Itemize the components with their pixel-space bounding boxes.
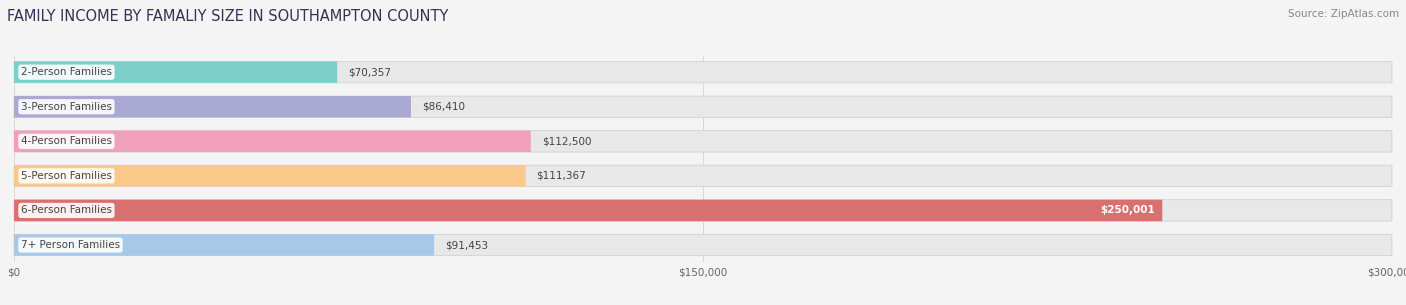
Text: 6-Person Families: 6-Person Families	[21, 206, 112, 215]
FancyBboxPatch shape	[14, 200, 1392, 221]
Text: 2-Person Families: 2-Person Families	[21, 67, 112, 77]
FancyBboxPatch shape	[14, 62, 1392, 83]
Text: $250,001: $250,001	[1101, 206, 1156, 215]
Text: FAMILY INCOME BY FAMALIY SIZE IN SOUTHAMPTON COUNTY: FAMILY INCOME BY FAMALIY SIZE IN SOUTHAM…	[7, 9, 449, 24]
FancyBboxPatch shape	[14, 131, 531, 152]
Text: $86,410: $86,410	[422, 102, 465, 112]
Text: 4-Person Families: 4-Person Families	[21, 136, 112, 146]
Text: $112,500: $112,500	[541, 136, 592, 146]
FancyBboxPatch shape	[14, 96, 1392, 117]
Text: 7+ Person Families: 7+ Person Families	[21, 240, 120, 250]
FancyBboxPatch shape	[14, 234, 1392, 256]
FancyBboxPatch shape	[14, 131, 1392, 152]
Text: 3-Person Families: 3-Person Families	[21, 102, 112, 112]
Text: $111,367: $111,367	[537, 171, 586, 181]
FancyBboxPatch shape	[14, 96, 411, 117]
Text: $91,453: $91,453	[446, 240, 488, 250]
FancyBboxPatch shape	[14, 62, 337, 83]
FancyBboxPatch shape	[14, 200, 1163, 221]
FancyBboxPatch shape	[14, 165, 526, 187]
Text: 5-Person Families: 5-Person Families	[21, 171, 112, 181]
Text: $70,357: $70,357	[349, 67, 391, 77]
FancyBboxPatch shape	[14, 234, 434, 256]
Text: Source: ZipAtlas.com: Source: ZipAtlas.com	[1288, 9, 1399, 19]
FancyBboxPatch shape	[14, 165, 1392, 187]
